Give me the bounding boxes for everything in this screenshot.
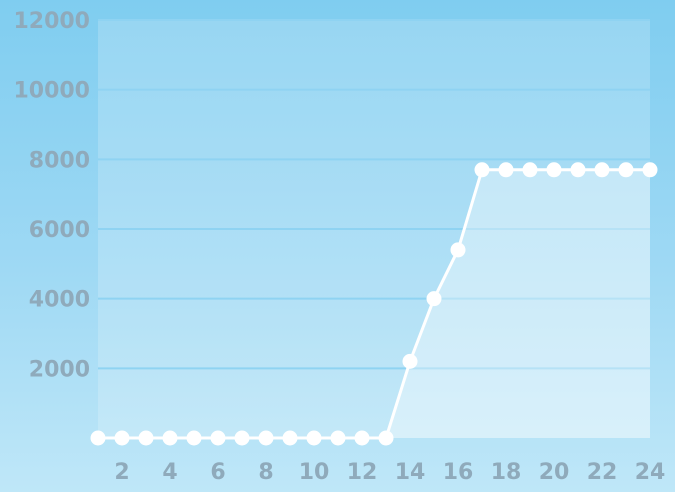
data-point-5 (186, 430, 202, 446)
x-tick-label-6: 6 (210, 460, 225, 485)
series-area (98, 169, 650, 439)
data-point-14 (402, 353, 418, 369)
data-point-8 (258, 430, 274, 446)
x-tick-label-16: 16 (443, 460, 474, 485)
data-point-18 (498, 162, 514, 178)
y-tick-label-6000: 6000 (29, 218, 90, 243)
data-point-11 (330, 430, 346, 446)
data-point-6 (210, 430, 226, 446)
data-points (90, 162, 658, 446)
data-point-17 (474, 162, 490, 178)
x-tick-label-2: 2 (114, 460, 129, 485)
data-point-7 (234, 430, 250, 446)
gridlines (98, 19, 650, 370)
x-tick-label-14: 14 (395, 460, 426, 485)
data-point-3 (138, 430, 154, 446)
data-point-2 (114, 430, 130, 446)
y-tick-label-12000: 12000 (13, 9, 90, 34)
x-axis-tick-labels: 2 4 6 8 10 12 14 16 18 20 22 24 (114, 460, 665, 485)
series-area-fill (98, 169, 650, 439)
data-point-19 (522, 162, 538, 178)
y-tick-label-2000: 2000 (29, 357, 90, 382)
data-point-24 (642, 162, 658, 178)
data-point-10 (306, 430, 322, 446)
y-tick-label-4000: 4000 (29, 288, 90, 313)
y-tick-label-8000: 8000 (29, 148, 90, 173)
data-point-1 (90, 430, 106, 446)
data-point-13 (378, 430, 394, 446)
data-point-12 (354, 430, 370, 446)
data-point-4 (162, 430, 178, 446)
y-tick-label-10000: 10000 (13, 79, 90, 104)
data-point-9 (282, 430, 298, 446)
x-tick-label-24: 24 (635, 460, 666, 485)
x-tick-label-4: 4 (162, 460, 177, 485)
data-point-22 (594, 162, 610, 178)
y-axis-tick-labels: 2000 4000 6000 8000 10000 12000 (13, 9, 90, 382)
data-point-16 (450, 242, 466, 258)
x-tick-label-10: 10 (299, 460, 330, 485)
x-tick-label-8: 8 (258, 460, 273, 485)
x-tick-label-20: 20 (539, 460, 570, 485)
x-tick-label-22: 22 (587, 460, 618, 485)
data-point-15 (426, 291, 442, 307)
data-point-23 (618, 162, 634, 178)
x-tick-label-12: 12 (347, 460, 378, 485)
data-point-20 (546, 162, 562, 178)
data-point-21 (570, 162, 586, 178)
x-tick-label-18: 18 (491, 460, 522, 485)
